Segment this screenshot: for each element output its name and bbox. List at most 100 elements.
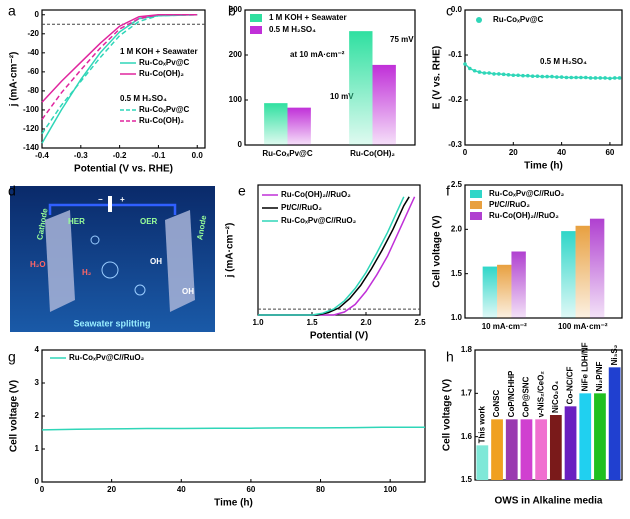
data-point [477, 70, 482, 74]
panel-label: g [8, 349, 16, 365]
legend-label: Ru-Co(OH)₂ [139, 116, 184, 125]
data-point [579, 75, 583, 80]
caption: Seawater splitting [73, 318, 150, 328]
panel-label: e [238, 183, 246, 199]
x-tick-label: 100 mA·cm⁻² [558, 322, 608, 331]
data-point [487, 71, 491, 75]
data-line [41, 426, 425, 431]
x-tick-label: 0 [463, 148, 468, 157]
plot-frame [464, 184, 623, 319]
y-tick-label: -80 [27, 86, 39, 95]
bar [608, 367, 621, 480]
y-tick-label: 0.0 [451, 5, 463, 14]
y-tick-label: 2.0 [451, 224, 463, 233]
data-point [559, 75, 564, 79]
y-tick-label: 0 [238, 140, 243, 149]
legend-label: Ru-Co(OH)₂ [139, 69, 184, 78]
bar-label: v-NiS₂/CeO₂ [536, 371, 545, 418]
circuit-wire [48, 203, 177, 215]
bar [287, 107, 311, 145]
illustration: − + HER OER Cathode Anode H₂O H₂ OH OH S… [10, 186, 215, 332]
her-label: HER [68, 217, 85, 226]
y-axis-label: Cell voltage (V) [9, 380, 20, 452]
data-point [463, 62, 467, 66]
data-point [535, 74, 540, 78]
data-line [41, 14, 198, 120]
x-tick-label: 60 [605, 148, 614, 157]
x-tick-label: 1.5 [306, 318, 318, 327]
y-tick-label: 2.5 [451, 180, 463, 189]
bar [372, 64, 396, 145]
y-axis-label: E (V vs. RHE) [432, 46, 443, 109]
y-axis-label: Cell voltage (V) [432, 215, 443, 287]
y-tick-label: 2 [35, 411, 40, 420]
x-tick-label: 0.0 [192, 151, 204, 160]
panel-label: f [446, 183, 450, 199]
x-axis-label: Potential (V) [310, 331, 368, 342]
data-point [497, 72, 501, 76]
y-tick-label: 1 [35, 444, 40, 453]
legend-swatch [470, 201, 482, 209]
y-tick-label: 1.8 [461, 345, 473, 354]
bar-label: NiFe LDH/NF [580, 342, 589, 391]
x-tick-label: Ru-Co(OH)₂ [350, 149, 395, 158]
annotation: 1 M KOH + Seawater [120, 47, 198, 56]
x-tick-label: 2.0 [360, 318, 372, 327]
data-point [526, 73, 530, 78]
annotation: 10 mV [330, 92, 354, 101]
legend-label: Ru-CoₓPv@C//RuO₂ [69, 353, 145, 362]
y-tick-label: -0.3 [448, 140, 462, 149]
x-tick-label: -0.2 [113, 151, 127, 160]
legend-label: Ru-CoₓPv@C [493, 15, 544, 24]
bar [535, 419, 548, 480]
bar-label: NiCo₂O₄ [551, 381, 560, 413]
legend-label: Ru-CoₓPv@C//RuO₂ [281, 216, 357, 225]
bar-label: CoNSC [492, 390, 501, 418]
x-tick-label: 100 [384, 485, 398, 494]
plot-frame [474, 349, 623, 481]
legend-swatch [250, 26, 262, 34]
bubble [101, 261, 119, 279]
y-tick-label: 1.6 [461, 432, 473, 441]
bar [520, 419, 533, 480]
y-tick-label: 300 [229, 5, 243, 14]
bar [476, 445, 489, 480]
data-point [550, 74, 554, 79]
y-tick-label: 1.0 [451, 313, 463, 322]
oer-label: OER [140, 217, 158, 226]
data-point [545, 74, 549, 79]
data-point [564, 75, 569, 80]
x-tick-label: 20 [509, 148, 518, 157]
legend-swatch [470, 190, 482, 198]
data-line [258, 196, 416, 316]
bar [505, 419, 518, 480]
y-tick-label: 0 [35, 10, 40, 19]
data-line [41, 14, 198, 103]
x-tick-label: 60 [246, 485, 255, 494]
data-point [574, 75, 578, 80]
y-tick-label: -0.1 [448, 50, 462, 59]
x-axis-label: Time (h) [214, 498, 253, 509]
x-tick-label: 40 [557, 148, 566, 157]
bar-label: CoP/NCHHP [507, 370, 516, 417]
ion-label: H₂O [30, 260, 46, 269]
y-tick-label: -60 [27, 67, 39, 76]
legend-label: Pt/C//RuO₂ [281, 203, 322, 212]
data-point [598, 76, 603, 80]
annotation: 0.5 M H₂SO₄ [120, 94, 167, 103]
y-tick-label: -0.2 [448, 95, 462, 104]
data-point [511, 73, 516, 78]
y-tick-label: 1.7 [461, 388, 473, 397]
battery [108, 196, 112, 212]
ion-label: OH [150, 257, 162, 266]
legend-swatch [476, 17, 482, 23]
y-tick-label: 4 [35, 345, 40, 354]
data-line [258, 196, 410, 316]
x-tick-label: 40 [177, 485, 186, 494]
bar [579, 393, 592, 480]
legend-label: Ru-CoₓPv@C [139, 58, 190, 67]
bar-label: This work [477, 405, 486, 443]
y-tick-label: 200 [229, 50, 243, 59]
plot-frame [257, 184, 421, 316]
